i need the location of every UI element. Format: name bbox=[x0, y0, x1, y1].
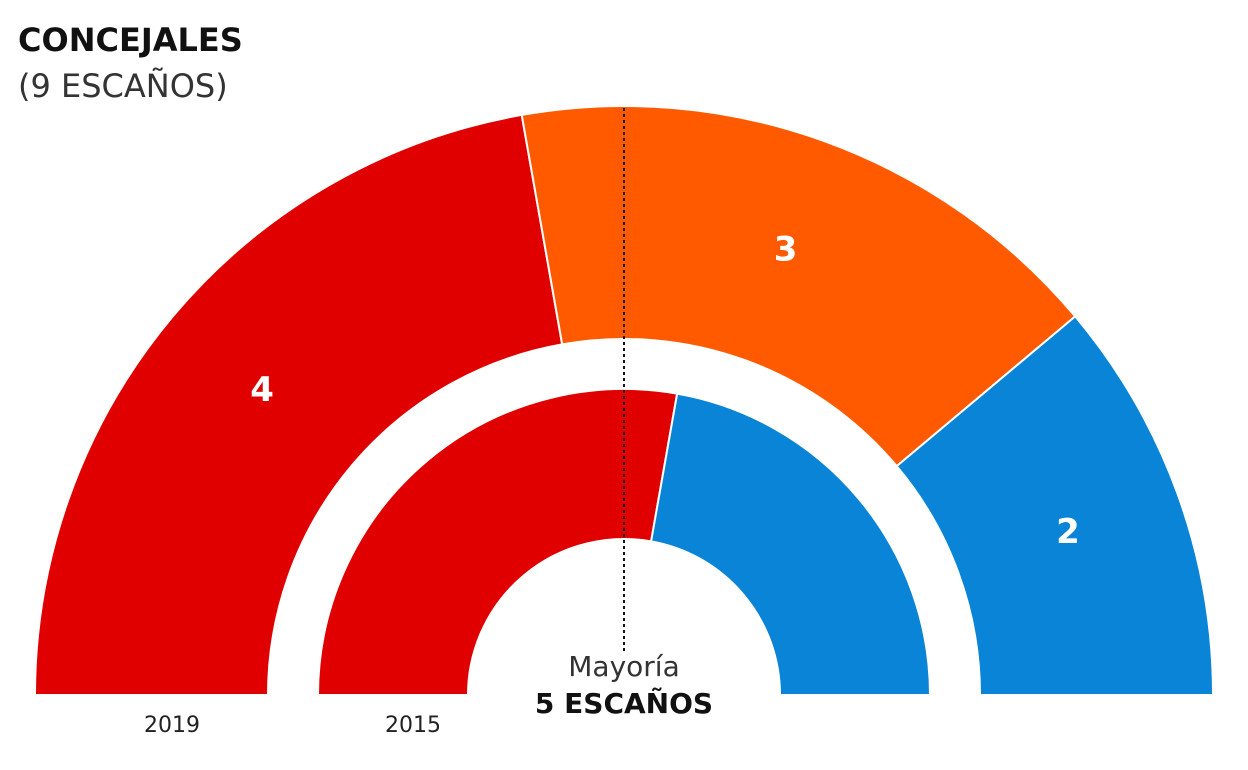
chart-subtitle: (9 ESCAÑOS) bbox=[18, 67, 228, 105]
majority-label: Mayoría bbox=[568, 650, 679, 683]
data-label: 2 bbox=[1056, 512, 1080, 552]
data-label: 3 bbox=[774, 229, 798, 269]
data-label: 4 bbox=[250, 370, 274, 410]
ring-label: 2019 bbox=[144, 713, 200, 738]
majority-value: 5 ESCAÑOS bbox=[535, 686, 713, 720]
seat-segment bbox=[520, 105, 1077, 468]
seat-segment bbox=[316, 388, 679, 696]
seat-segment bbox=[649, 392, 932, 696]
seat-segment bbox=[33, 113, 564, 696]
seat-segment bbox=[895, 314, 1215, 696]
chart-title: CONCEJALES bbox=[18, 21, 243, 59]
ring-label: 2015 bbox=[385, 713, 441, 738]
